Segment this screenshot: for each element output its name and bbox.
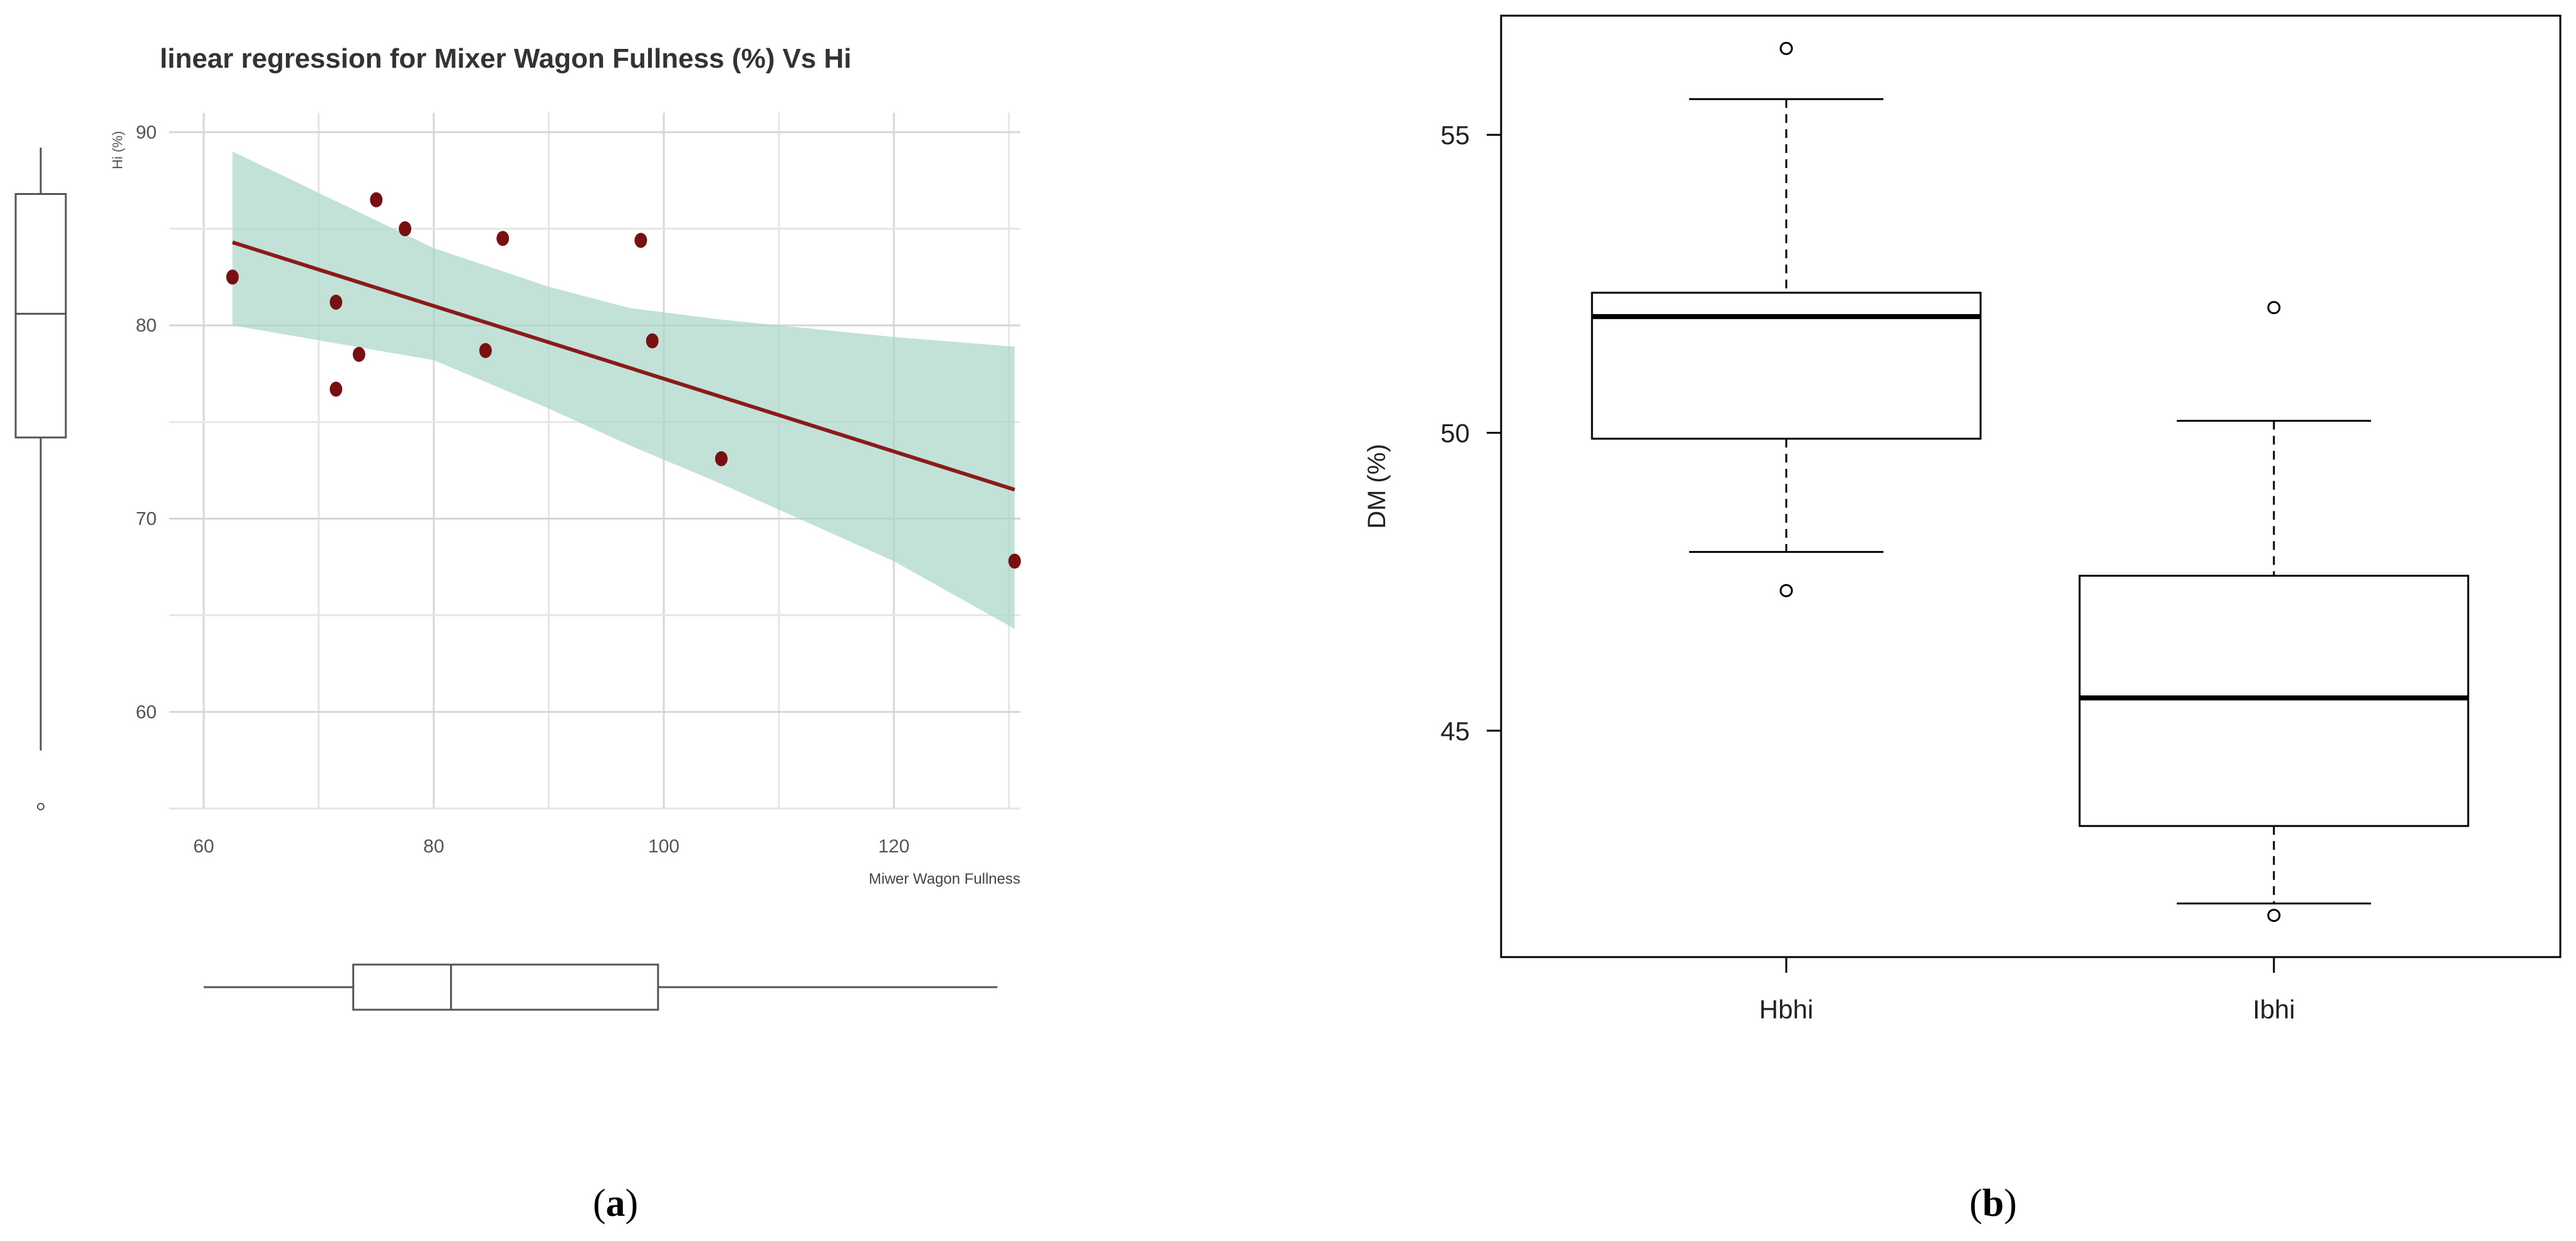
box [14,193,67,439]
y-tick-label: 60 [136,702,157,723]
caption-a: (a) [593,1182,638,1225]
data-point [399,221,412,236]
data-point [496,231,510,246]
plot-frame [1500,14,2562,958]
y-tick-label: 50 [1440,418,1470,448]
outlier [37,802,45,810]
regression-line [232,240,1015,492]
y-axis-label: Hi (%) [110,131,125,169]
x-tick-label: 80 [423,836,444,857]
y-tick-label: 70 [136,509,157,530]
data-point [1008,553,1021,569]
box [352,963,659,1011]
data-point [370,192,383,207]
data-point [634,233,647,248]
data-point [715,451,728,466]
panel-a-regression-chart: linear regression for Mixer Wagon Fullne… [14,43,1021,1225]
x-axis-label: Miwer Wagon Fullness [869,871,1020,888]
data-point [352,347,365,362]
y-axis: 45 50 55 [1440,120,1501,746]
outlier [2267,908,2281,922]
outlier [2267,301,2281,315]
data-point [646,333,659,348]
x-tick-label: Hbhi [1759,995,1813,1024]
data-point [330,295,343,310]
marginal-boxplot-x [204,963,998,1011]
x-tick-label: 100 [648,836,679,857]
x-axis: Hbhi Ibhi [1759,957,2295,1024]
y-axis-label: DM (%) [1363,444,1391,529]
y-tick-label: 55 [1440,120,1470,150]
caption-b: (b) [1969,1182,2017,1225]
x-tick-label: 120 [878,836,909,857]
outlier [1779,584,1793,597]
y-tick-label: 80 [136,315,157,336]
data-points [226,192,1021,569]
outlier [1779,41,1793,55]
data-point [330,381,343,397]
x-tick-label: 60 [193,836,214,857]
data-point [226,270,239,285]
panel-b-boxplot-chart: 45 50 55 Hbhi Ibhi DM (%) (b) [1363,14,2562,1225]
marginal-boxplot-y [14,147,67,810]
confidence-band [232,151,1015,629]
data-point [479,343,492,359]
y-tick-label: 90 [136,122,157,143]
y-tick-label: 45 [1440,716,1470,746]
x-tick-label: Ibhi [2253,995,2295,1024]
box [2078,575,2469,827]
axis-tick-labels: 60 80 100 120 60 70 80 90 [136,122,910,857]
boxplots [1591,41,2469,922]
chart-title: linear regression for Mixer Wagon Fullne… [160,43,852,74]
